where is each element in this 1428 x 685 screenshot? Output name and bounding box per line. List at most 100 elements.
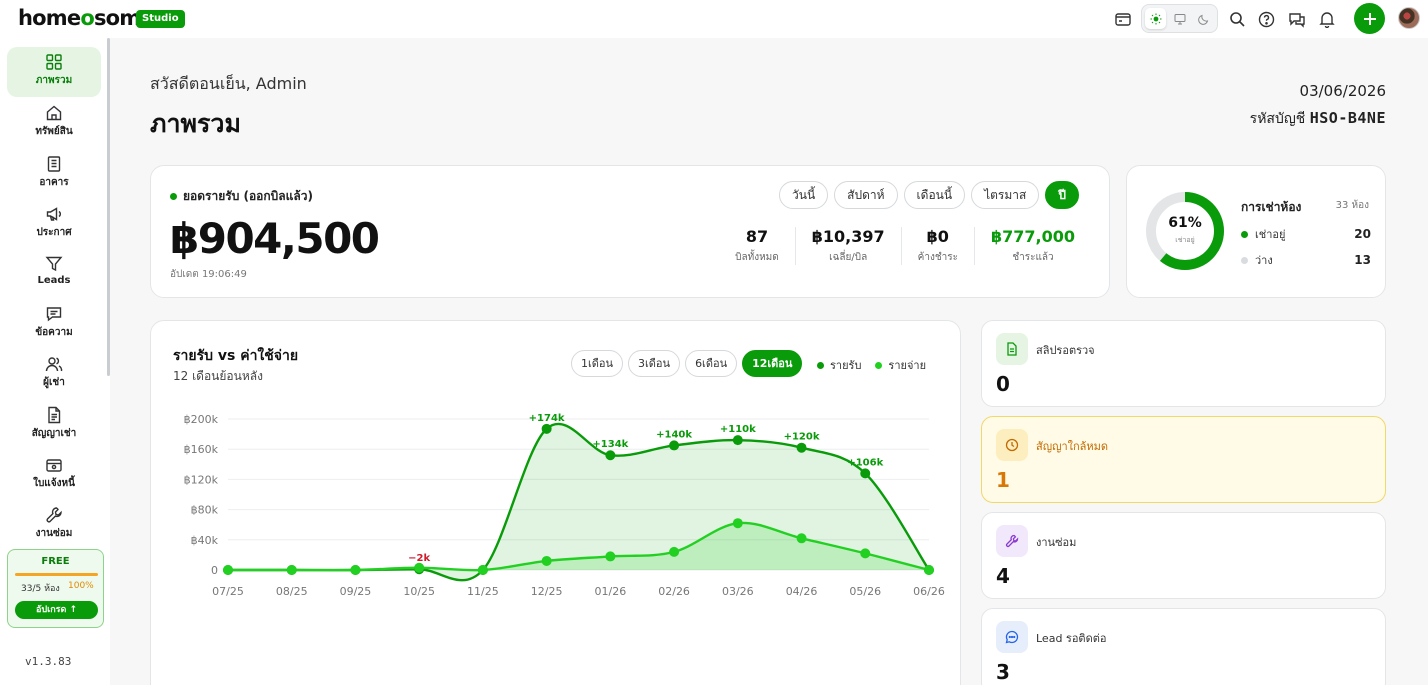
help-icon[interactable] bbox=[1255, 8, 1277, 30]
sidebar-item-overview[interactable]: ภาพรวม bbox=[7, 47, 101, 97]
pending-leads-card[interactable]: Lead รอติดต่อ 3 bbox=[981, 608, 1386, 685]
expiring-leases-card[interactable]: สัญญาใกล้หมด 1 bbox=[981, 416, 1386, 503]
search-icon[interactable] bbox=[1226, 8, 1248, 30]
sidebar-item-properties[interactable]: ทรัพย์สิน bbox=[7, 98, 101, 148]
chart-subtitle: 12 เดือนย้อนหลัง bbox=[173, 369, 263, 383]
bell-icon[interactable] bbox=[1316, 8, 1338, 30]
current-date: 03/06/2026 bbox=[1299, 82, 1386, 100]
vacant-dot bbox=[1241, 256, 1248, 264]
y-tick-label: ฿200k bbox=[184, 413, 219, 426]
sidebar-item-label: ภาพรวม bbox=[35, 75, 73, 86]
add-button[interactable] bbox=[1354, 3, 1385, 34]
card-label: Lead รอติดต่อ bbox=[1036, 632, 1107, 645]
occupied-count: 20 bbox=[1354, 227, 1371, 241]
chart-title: รายรับ vs ค่าใช้จ่าย bbox=[173, 348, 299, 364]
sidebar-item-messages[interactable]: ข้อความ bbox=[7, 299, 101, 349]
tab-month[interactable]: เดือนนี้ bbox=[903, 181, 966, 209]
data-point-income bbox=[541, 423, 552, 434]
data-point-income bbox=[669, 440, 680, 451]
x-tick-label: 03/26 bbox=[722, 585, 754, 598]
data-point-expense bbox=[669, 546, 680, 557]
wrench-icon bbox=[46, 507, 62, 523]
net-label: +120k bbox=[784, 432, 820, 443]
card-value: 1 bbox=[996, 468, 1010, 492]
card-label: งานซ่อม bbox=[1036, 536, 1077, 549]
app-logo[interactable]: homeosome bbox=[18, 6, 155, 30]
stat-paid: ฿777,000 ชำระแล้ว bbox=[973, 227, 1091, 265]
sidebar-item-buildings[interactable]: อาคาร bbox=[7, 149, 101, 199]
account-code: HSO-B4NE bbox=[1309, 109, 1386, 127]
range-1m[interactable]: 1เดือน bbox=[571, 350, 624, 377]
upgrade-button[interactable]: อัปเกรด ↑ bbox=[15, 601, 98, 619]
y-tick-label: ฿40k bbox=[191, 534, 219, 547]
y-tick-label: ฿160k bbox=[184, 443, 219, 456]
moon-icon[interactable] bbox=[1193, 8, 1214, 29]
revenue-label-text: ยอดรายรับ (ออกบิลแล้ว) bbox=[183, 189, 313, 203]
app-version: v1.3.83 bbox=[25, 655, 72, 668]
sun-icon[interactable] bbox=[1145, 8, 1166, 29]
message-icon bbox=[46, 307, 62, 322]
plan-card: FREE 33/5 ห้อง 100% อัปเกรด ↑ bbox=[7, 549, 104, 628]
card-label: สัญญาใกล้หมด bbox=[1036, 440, 1109, 453]
x-tick-label: 02/26 bbox=[658, 585, 690, 598]
data-point-expense bbox=[223, 565, 233, 575]
contract-icon bbox=[48, 406, 61, 424]
plan-percent: 100% bbox=[68, 581, 94, 591]
x-tick-label: 11/25 bbox=[467, 585, 499, 598]
x-tick-label: 09/25 bbox=[340, 585, 372, 598]
revenue-amount: ฿904,500 bbox=[170, 214, 380, 263]
chart-legend: รายรับ รายจ่าย bbox=[817, 356, 926, 374]
range-12m[interactable]: 12เดือน bbox=[742, 350, 803, 377]
filter-icon bbox=[45, 256, 63, 272]
tab-quarter[interactable]: ไตรมาส bbox=[971, 181, 1040, 209]
stat-total-bills: 87 บิลทั้งหมด bbox=[735, 227, 779, 263]
sidebar-item-repairs[interactable]: งานซ่อม bbox=[7, 500, 101, 550]
account-id: รหัสบัญชี HSO-B4NE bbox=[1250, 108, 1386, 130]
x-tick-label: 01/26 bbox=[595, 585, 627, 598]
monitor-icon[interactable] bbox=[1169, 8, 1190, 29]
data-point-income bbox=[860, 468, 871, 479]
vacant-label: ว่าง bbox=[1255, 254, 1273, 267]
occupancy-sub: เช่าอยู่ bbox=[1175, 236, 1195, 244]
sidebar-item-label: งานซ่อม bbox=[35, 528, 73, 539]
x-tick-label: 10/25 bbox=[403, 585, 435, 598]
sidebar-item-listings[interactable]: ประกาศ bbox=[7, 199, 101, 249]
vacant-count: 13 bbox=[1354, 253, 1371, 267]
tab-today[interactable]: วันนี้ bbox=[779, 181, 829, 209]
sidebar-scrollbar[interactable] bbox=[107, 38, 110, 376]
data-point-income bbox=[732, 435, 743, 446]
x-tick-label: 08/25 bbox=[276, 585, 308, 598]
tab-week[interactable]: สัปดาห์ bbox=[834, 181, 898, 209]
x-tick-label: 05/26 bbox=[849, 585, 881, 598]
sidebar-item-label: สัญญาเช่า bbox=[31, 428, 77, 439]
occupancy-title: การเช่าห้อง bbox=[1241, 200, 1302, 214]
occupied-label: เช่าอยู่ bbox=[1255, 228, 1286, 241]
sidebar-item-tenants[interactable]: ผู้เช่า bbox=[7, 349, 101, 399]
wrench-icon bbox=[996, 525, 1028, 557]
clock-icon bbox=[996, 429, 1028, 461]
data-point-expense bbox=[477, 565, 488, 575]
revenue-stats: 87 บิลทั้งหมด ฿10,397 เฉลี่ย/บิล ฿0 ค้างชำร… bbox=[719, 227, 1091, 265]
data-point-income bbox=[796, 442, 807, 453]
range-3m[interactable]: 3เดือน bbox=[628, 350, 681, 377]
wallet-icon[interactable] bbox=[1112, 8, 1134, 30]
sidebar: ภาพรวม ทรัพย์สิน อาคาร ประกาศ Leads ข้อค… bbox=[0, 38, 110, 685]
repairs-card[interactable]: งานซ่อม 4 bbox=[981, 512, 1386, 599]
grid-icon bbox=[46, 54, 62, 70]
sidebar-item-leases[interactable]: สัญญาเช่า bbox=[7, 400, 101, 450]
building-icon bbox=[47, 156, 61, 172]
series-area-expense bbox=[228, 522, 929, 571]
card-value: 0 bbox=[996, 372, 1010, 396]
data-point-expense bbox=[541, 555, 552, 566]
net-label: +134k bbox=[592, 439, 628, 450]
sidebar-item-leads[interactable]: Leads bbox=[7, 249, 101, 299]
users-icon bbox=[45, 357, 63, 372]
y-tick-label: ฿120k bbox=[184, 473, 219, 486]
avatar[interactable] bbox=[1398, 7, 1420, 29]
sidebar-item-invoices[interactable]: ใบแจ้งหนี้ bbox=[7, 450, 101, 500]
donut-fill bbox=[1146, 192, 1224, 270]
chat-icon[interactable] bbox=[1286, 8, 1308, 30]
range-6m[interactable]: 6เดือน bbox=[685, 350, 738, 377]
tab-year[interactable]: ปี bbox=[1045, 181, 1079, 209]
pending-slips-card[interactable]: สลิปรอตรวจ 0 bbox=[981, 320, 1386, 407]
